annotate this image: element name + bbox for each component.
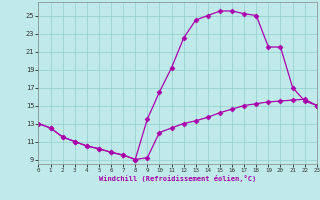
X-axis label: Windchill (Refroidissement éolien,°C): Windchill (Refroidissement éolien,°C) xyxy=(99,175,256,182)
